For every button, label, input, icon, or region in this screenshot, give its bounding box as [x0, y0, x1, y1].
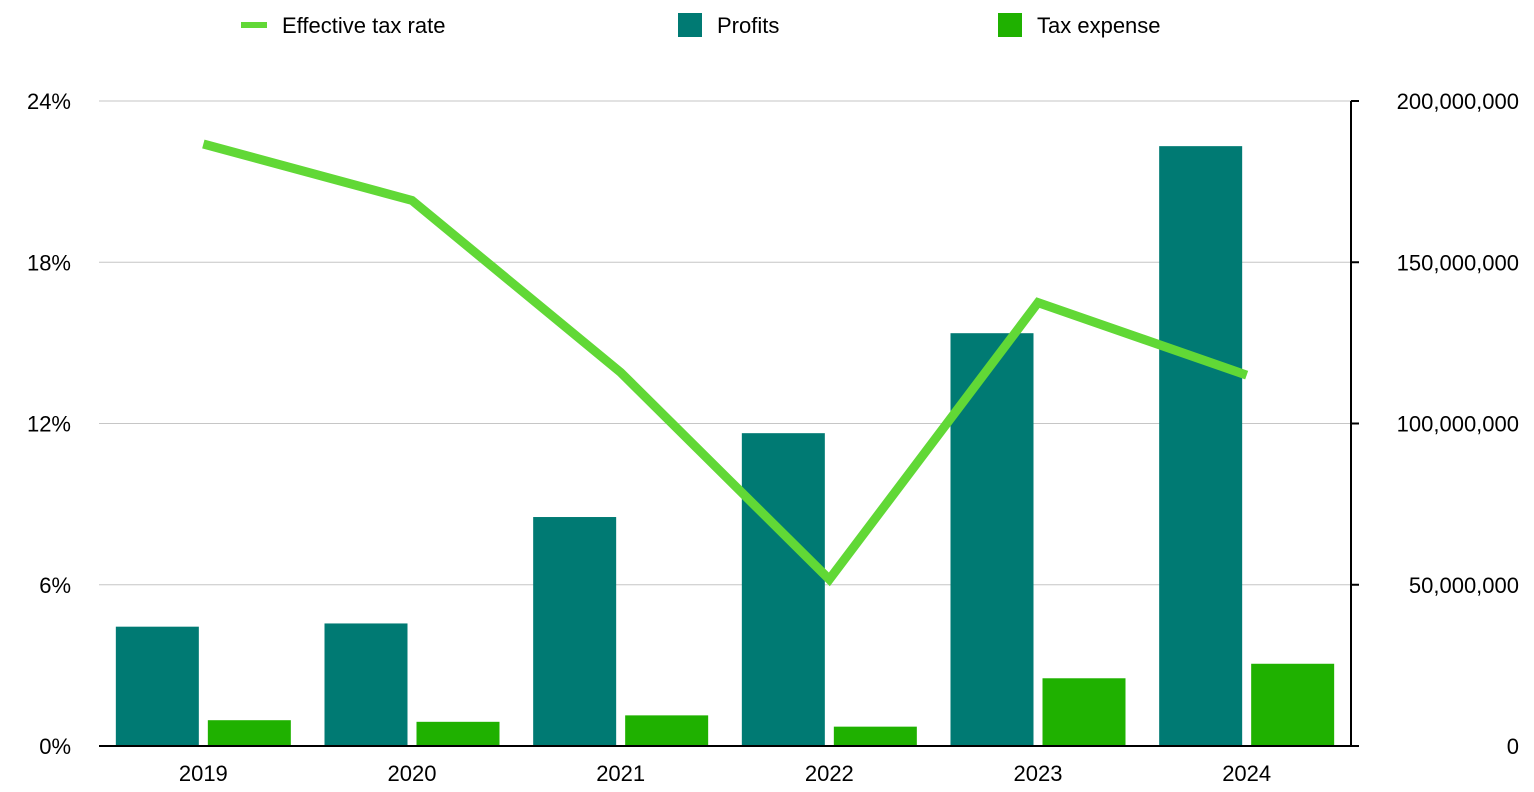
legend-item-tax-expense: Tax expense	[998, 13, 1161, 38]
left-tick-label-6: 6%	[39, 573, 71, 598]
right-tick-label-200-000-000: 200,000,000	[1397, 89, 1519, 114]
bar-profits-2021	[533, 517, 617, 746]
legend-item-effective-tax-rate: Effective tax rate	[241, 13, 445, 38]
x-axis-ticks: 2019 2020 2021 2022 2023 2024	[179, 761, 1271, 786]
legend-item-profits: Profits	[678, 13, 779, 38]
tax-rate-line	[202, 139, 1249, 587]
bars	[115, 146, 1335, 746]
x-tick-label-2024: 2024	[1222, 761, 1271, 786]
x-tick-label-2019: 2019	[179, 761, 228, 786]
legend-label-tax-expense: Tax expense	[1037, 13, 1161, 38]
x-tick-label-2023: 2023	[1014, 761, 1063, 786]
x-tick-label-2020: 2020	[388, 761, 437, 786]
legend-label-profits: Profits	[717, 13, 779, 38]
bar-tax-expense-2019	[207, 720, 291, 746]
left-tick-label-12: 12%	[27, 412, 71, 437]
bar-profits-2019	[115, 626, 199, 746]
bar-tax-expense-2020	[416, 721, 500, 746]
left-tick-label-24: 24%	[27, 89, 71, 114]
legend-label-effective-tax-rate: Effective tax rate	[282, 13, 445, 38]
bar-profits-2020	[324, 623, 408, 746]
left-tick-label-18: 18%	[27, 250, 71, 275]
right-tick-label-100-000-000: 100,000,000	[1397, 412, 1519, 437]
right-tick-label-50-000-000: 50,000,000	[1409, 573, 1519, 598]
left-axis-ticks: 0% 6% 12% 18% 24%	[27, 89, 71, 759]
x-tick-label-2021: 2021	[596, 761, 645, 786]
line-effective-tax-rate	[202, 139, 1249, 587]
bar-tax-expense-2022	[833, 726, 917, 746]
legend-swatch-tax-expense	[998, 13, 1022, 37]
bar-tax-expense-2024	[1251, 663, 1335, 746]
gridlines	[99, 100, 1351, 586]
x-tick-label-2022: 2022	[805, 761, 854, 786]
bar-profits-2022	[741, 433, 825, 746]
bar-tax-expense-2021	[625, 715, 709, 746]
legend: Effective tax rate Profits Tax expense	[241, 13, 1161, 38]
bar-profits-2024	[1159, 146, 1243, 746]
bar-tax-expense-2023	[1042, 678, 1126, 746]
legend-swatch-profits	[678, 13, 702, 37]
left-tick-label-0: 0%	[39, 734, 71, 759]
right-axis-ticks: 0 50,000,000 100,000,000 150,000,000 200,000…	[1351, 89, 1519, 759]
right-tick-label-150-000-000: 150,000,000	[1397, 250, 1519, 275]
right-tick-label-0: 0	[1507, 734, 1519, 759]
